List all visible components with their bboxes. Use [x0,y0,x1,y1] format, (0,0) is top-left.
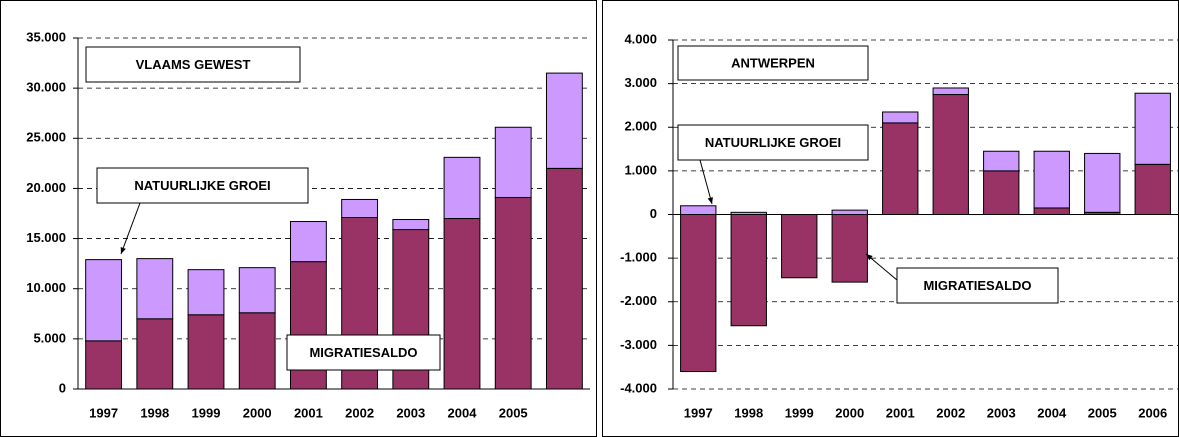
bar [494,196,532,390]
series-label-box [286,334,441,371]
bar [545,72,583,169]
bar [443,156,481,220]
y-tick-label: 25.000 [26,130,66,145]
bar [1134,163,1171,216]
bar [882,111,919,124]
y-tick-label: 0 [650,206,657,221]
bar [1084,152,1121,213]
y-tick-label: -2.000 [620,293,657,308]
series-label: MIGRATIESALDO [923,278,1031,293]
bar [289,221,327,263]
x-tick-label: 1997 [684,405,713,420]
bar [392,219,430,231]
chart-title-box [85,46,301,83]
bar [831,209,868,215]
bar [932,94,969,215]
series-label-box [677,124,869,161]
arrow [120,202,141,255]
bar [238,267,276,314]
bar [1033,150,1070,209]
chart-title: ANTWERPEN [731,55,815,70]
series-label: NATUURLIJKE GROEI [134,178,270,193]
y-tick-label: 10.000 [26,280,66,295]
x-tick-label: 1999 [785,405,814,420]
bar [730,214,767,327]
series-label: NATUURLIJKE GROEI [705,135,841,150]
arrow-head [707,197,713,204]
y-tick-label: -1.000 [620,250,657,265]
y-tick-label: 2.000 [624,119,657,134]
bar [781,214,818,279]
x-tick-label: 2004 [448,405,478,420]
arrow-head [120,247,126,254]
bar [85,340,123,390]
chart-title: VLAAMS GEWEST [136,57,251,72]
bar [680,205,717,215]
x-tick-label: 2000 [243,405,272,420]
y-tick-label: 3.000 [624,75,657,90]
series-label-box [896,267,1059,304]
x-tick-label: 2002 [345,405,374,420]
x-tick-label: 2005 [499,405,528,420]
x-tick-label: 2004 [1037,405,1067,420]
bar [680,214,717,373]
y-tick-label: 15.000 [26,230,66,245]
bar [882,122,919,215]
bar [187,269,225,316]
bar [136,258,174,320]
x-tick-label: 2003 [396,405,425,420]
x-tick-label: 1999 [192,405,221,420]
y-tick-label: 30.000 [26,80,66,95]
bar [494,126,532,198]
bar [85,259,123,342]
bar [341,198,379,219]
bar [136,318,174,390]
bar [932,87,969,96]
series-label: MIGRATIESALDO [309,345,417,360]
bar [1134,92,1171,165]
y-tick-label: 4.000 [624,31,657,46]
x-tick-label: 1998 [140,405,169,420]
arrow [699,159,713,205]
x-tick-label: 2003 [987,405,1016,420]
bar [545,167,583,390]
bar [983,150,1020,172]
y-tick-label: 5.000 [33,330,66,345]
chart-title-box [677,45,869,81]
bar [443,218,481,390]
x-tick-label: 2002 [936,405,965,420]
bar [187,314,225,390]
arrow-head [866,254,873,261]
arrow [865,253,898,281]
x-tick-label: 1997 [89,405,118,420]
y-tick-label: 20.000 [26,180,66,195]
y-tick-label: -4.000 [620,380,657,395]
y-tick-label: 35.000 [26,29,66,44]
x-tick-label: 2006 [1138,405,1167,420]
bar [1033,207,1070,216]
y-tick-label: -3.000 [620,337,657,352]
bar [238,312,276,390]
bar [983,170,1020,215]
x-tick-label: 2001 [886,405,915,420]
x-tick-label: 2001 [294,405,323,420]
x-tick-label: 1998 [734,405,763,420]
y-tick-label: 0 [59,380,66,395]
x-tick-label: 2000 [835,405,864,420]
x-tick-label: 2005 [1088,405,1117,420]
series-label-box [96,167,309,204]
y-tick-label: 1.000 [624,162,657,177]
bar [831,214,868,283]
